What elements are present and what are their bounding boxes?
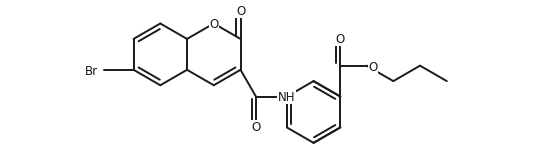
Text: O: O xyxy=(368,61,378,74)
Text: O: O xyxy=(236,4,245,18)
Text: Br: Br xyxy=(84,65,98,78)
Text: NH: NH xyxy=(278,91,295,104)
Text: O: O xyxy=(336,33,345,46)
Text: O: O xyxy=(251,121,260,134)
Text: O: O xyxy=(209,18,218,31)
